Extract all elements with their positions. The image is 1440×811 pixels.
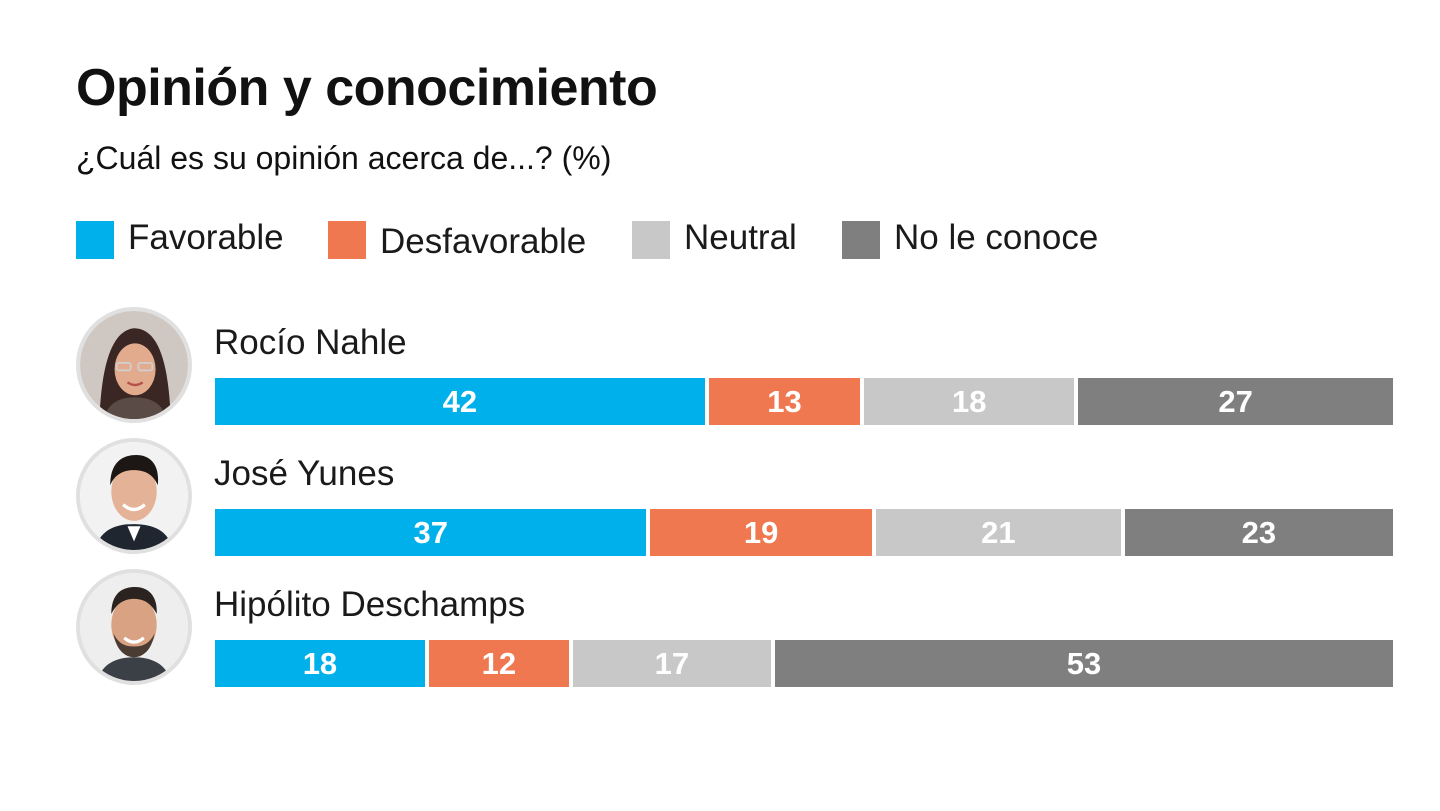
stacked-bar-rocio-nahle: 42 13 18 27 bbox=[215, 378, 1393, 425]
bar-segment-neutral: 21 bbox=[875, 509, 1121, 556]
bar-segment-desfavorable: 12 bbox=[428, 640, 569, 687]
bar-segment-favorable: 37 bbox=[215, 509, 647, 556]
bar-value-label: 42 bbox=[442, 383, 478, 419]
bar-value-label: 21 bbox=[981, 514, 1016, 550]
stacked-bar-hipolito-deschamps: 18 12 17 53 bbox=[215, 640, 1393, 687]
legend-swatch-no-le-conoce bbox=[842, 221, 880, 259]
bar-value-label: 12 bbox=[481, 645, 517, 681]
legend-label-favorable: Favorable bbox=[128, 218, 284, 257]
bar-value-label: 18 bbox=[302, 645, 338, 681]
bar-segment-neutral: 17 bbox=[572, 640, 772, 687]
chart-subtitle: ¿Cuál es su opinión acerca de...? (%) bbox=[76, 140, 612, 176]
portrait-rocio-nahle-icon bbox=[76, 307, 192, 423]
bar-value-label: 19 bbox=[743, 514, 779, 550]
chart-title: Opinión y conocimiento bbox=[76, 59, 658, 117]
bar-value-label: 27 bbox=[1218, 383, 1253, 419]
legend-swatch-favorable bbox=[76, 221, 114, 259]
bar-value-label: 17 bbox=[654, 645, 690, 681]
row-name: José Yunes bbox=[214, 454, 395, 493]
bar-segment-no-le-conoce: 27 bbox=[1078, 378, 1393, 425]
row-name: Rocío Nahle bbox=[214, 323, 407, 362]
stacked-bar-jose-yunes: 37 19 21 23 bbox=[215, 509, 1393, 556]
bar-value-label: 37 bbox=[413, 514, 448, 550]
bar-value-label: 18 bbox=[951, 383, 987, 419]
legend-label-neutral: Neutral bbox=[684, 218, 797, 257]
portrait-jose-yunes-icon bbox=[76, 438, 192, 554]
legend-swatch-desfavorable bbox=[328, 221, 366, 259]
legend-swatch-neutral bbox=[632, 221, 670, 259]
bar-value-label: 23 bbox=[1241, 514, 1277, 550]
portrait-hipolito-deschamps-icon bbox=[76, 569, 192, 685]
bar-segment-favorable: 18 bbox=[215, 640, 425, 687]
bar-segment-neutral: 18 bbox=[864, 378, 1075, 425]
bar-value-label: 13 bbox=[767, 383, 802, 419]
bar-segment-favorable: 42 bbox=[215, 378, 705, 425]
legend-label-desfavorable: Desfavorable bbox=[380, 222, 587, 261]
row-name: Hipólito Deschamps bbox=[214, 585, 526, 624]
bar-segment-no-le-conoce: 23 bbox=[1124, 509, 1393, 556]
legend-label-no-le-conoce: No le conoce bbox=[894, 218, 1099, 257]
bar-segment-no-le-conoce: 53 bbox=[775, 640, 1393, 687]
chart-row-rocio-nahle: Rocío Nahle 42 13 18 27 bbox=[76, 307, 1406, 431]
bar-segment-desfavorable: 19 bbox=[650, 509, 872, 556]
chart-row-jose-yunes: José Yunes 37 19 21 23 bbox=[76, 438, 1406, 562]
chart-row-hipolito-deschamps: Hipólito Deschamps 18 12 17 53 bbox=[76, 569, 1406, 693]
bar-value-label: 53 bbox=[1066, 645, 1102, 681]
bar-segment-desfavorable: 13 bbox=[708, 378, 861, 425]
